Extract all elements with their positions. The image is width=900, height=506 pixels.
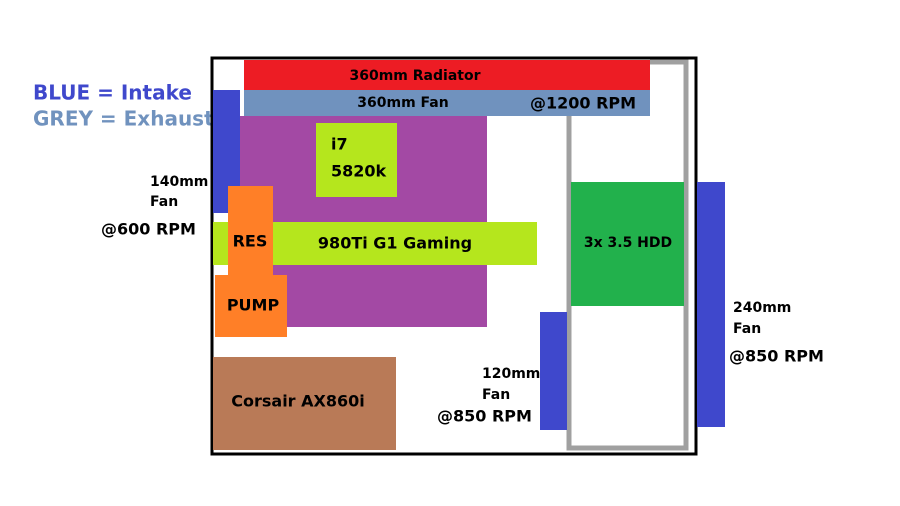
rear-fan-label: 140mm xyxy=(150,174,208,190)
legend-exhaust: GREY = Exhaust xyxy=(33,107,214,131)
radiator-label: 360mm Radiator xyxy=(350,68,481,84)
top-fan xyxy=(244,90,650,116)
hdd-cage xyxy=(566,59,689,451)
front-fan-rpm: @850 RPM xyxy=(729,347,824,366)
pump-label: PUMP xyxy=(227,296,280,315)
rear-fan-rpm: @600 RPM xyxy=(101,220,196,239)
front-fan-label: Fan xyxy=(733,321,761,337)
pump xyxy=(215,275,287,337)
bottom-front-fan-rpm: @850 RPM xyxy=(437,407,532,426)
reservoir-label: RES xyxy=(233,232,268,251)
reservoir xyxy=(228,186,273,275)
cpu xyxy=(316,123,397,197)
cpu-label: 5820k xyxy=(331,162,387,181)
bottom-front-fan-label: 120mm xyxy=(482,366,540,382)
rear-fan-label: Fan xyxy=(150,194,178,210)
top-fan-rpm: @1200 RPM xyxy=(530,94,636,113)
psu-label: Corsair AX860i xyxy=(231,392,365,411)
radiator xyxy=(244,60,650,90)
hdd xyxy=(571,182,684,306)
hdd-label: 3x 3.5 HDD xyxy=(584,235,672,251)
legend-intake: BLUE = Intake xyxy=(33,81,192,105)
cpu-label: i7 xyxy=(331,135,348,154)
top-fan-label: 360mm Fan xyxy=(357,95,448,111)
bottom-front-fan xyxy=(540,312,567,430)
case xyxy=(210,56,698,456)
gpu-label: 980Ti G1 Gaming xyxy=(318,234,472,253)
psu xyxy=(213,357,396,450)
front-fan xyxy=(697,182,725,427)
bottom-front-fan-label: Fan xyxy=(482,387,510,403)
front-fan-label: 240mm xyxy=(733,300,791,316)
